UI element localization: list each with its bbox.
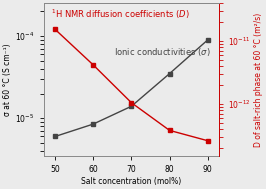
Y-axis label: σ at 60 °C (S cm⁻¹): σ at 60 °C (S cm⁻¹) [3,43,13,116]
X-axis label: Salt concentration (mol%): Salt concentration (mol%) [81,177,181,186]
Text: $^{1}$H NMR diffusion coefficients ($D$): $^{1}$H NMR diffusion coefficients ($D$) [51,8,189,21]
Text: Ionic conductivities ($\sigma$): Ionic conductivities ($\sigma$) [114,46,210,58]
Y-axis label: D of salt-rich phase at 60 °C (m²/s): D of salt-rich phase at 60 °C (m²/s) [253,12,263,147]
